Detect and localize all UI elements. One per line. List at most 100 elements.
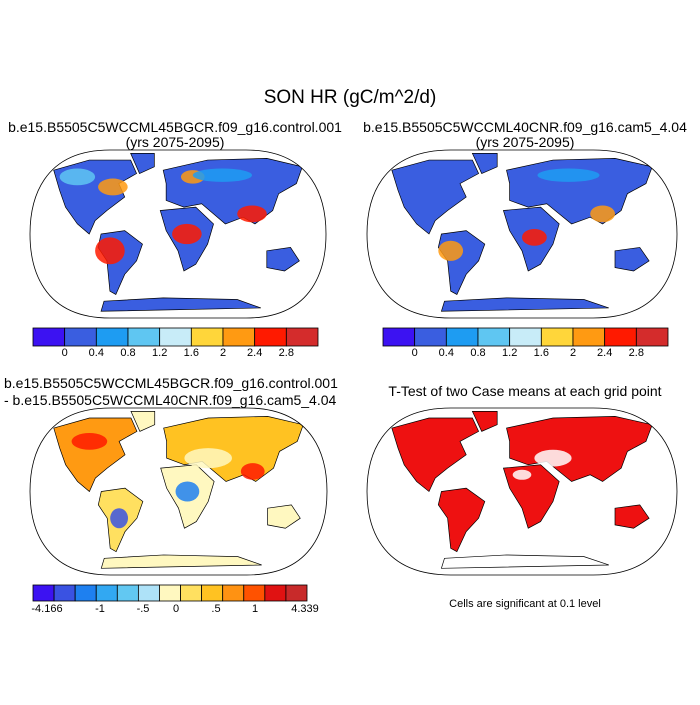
map xyxy=(367,150,677,318)
panel-title: (yrs 2075-2095) xyxy=(476,134,575,150)
colorbar-box xyxy=(540,327,574,347)
colorbar-box xyxy=(95,584,118,602)
colorbar-box xyxy=(137,584,160,602)
map-patch xyxy=(95,237,125,265)
colorbar-box xyxy=(285,584,308,602)
map-patch xyxy=(438,240,464,261)
colorbar-label: 1.6 xyxy=(534,347,549,359)
land xyxy=(440,297,609,312)
map-patch xyxy=(534,449,572,467)
panel-title: - b.e15.B5505C5WCCML40CNR.f09_g16.cam5_4… xyxy=(4,392,337,408)
colorbar-box xyxy=(116,584,139,602)
panel-title: b.e15.B5505C5WCCML40CNR.f09_g16.cam5_4.0… xyxy=(363,119,687,135)
land xyxy=(502,464,560,529)
colorbar-box xyxy=(222,327,256,347)
colorbar-label: 1.6 xyxy=(184,347,199,359)
colorbar-box xyxy=(53,584,76,602)
map-patch xyxy=(71,433,108,450)
map-outline xyxy=(366,149,678,319)
land xyxy=(130,153,155,174)
colorbar-label: 0 xyxy=(412,347,418,359)
map-patch xyxy=(240,463,265,480)
map-patch xyxy=(98,178,128,196)
colorbar-box xyxy=(159,584,181,602)
colorbar-box xyxy=(32,327,66,347)
colorbar-label: 2 xyxy=(570,347,576,359)
colorbar-box xyxy=(243,584,266,602)
colorbar-box xyxy=(285,327,319,347)
land xyxy=(100,297,261,312)
colorbar-box xyxy=(572,327,606,347)
colorbar-box xyxy=(222,584,245,602)
map-patch xyxy=(590,205,615,223)
map xyxy=(29,150,326,318)
colorbar-box xyxy=(64,327,97,347)
colorbar-label: .5 xyxy=(211,603,220,615)
colorbar-label: 0.4 xyxy=(89,347,104,359)
colorbar-box xyxy=(127,327,161,347)
panel-title: T-Test of two Case means at each grid po… xyxy=(388,383,661,399)
map-patch xyxy=(522,228,547,246)
map-patch xyxy=(175,481,200,502)
colorbar-box xyxy=(95,327,129,347)
colorbar-box xyxy=(445,327,479,347)
colorbar-box xyxy=(477,327,511,347)
land xyxy=(614,504,650,529)
map-patch xyxy=(237,205,267,223)
colorbar-label: 0 xyxy=(173,603,179,615)
colorbar-label: 1 xyxy=(252,603,258,615)
colorbar-box xyxy=(264,584,287,602)
colorbar-label: 0.4 xyxy=(439,347,454,359)
map-patch xyxy=(512,469,532,480)
colorbar-label: 0.8 xyxy=(120,347,135,359)
panel-note: Cells are significant at 0.1 level xyxy=(449,598,601,610)
colorbar-label: 2.8 xyxy=(279,347,294,359)
colorbar-label: 4.339 xyxy=(291,603,319,615)
land xyxy=(266,247,300,272)
map-patch xyxy=(192,168,252,182)
map-patch xyxy=(110,508,129,529)
colorbar-label: -1 xyxy=(95,603,105,615)
map xyxy=(367,408,677,575)
land xyxy=(391,417,480,493)
map-patch xyxy=(59,168,96,186)
colorbar-box xyxy=(254,327,287,347)
colorbar-box xyxy=(414,327,447,347)
colorbar-box xyxy=(180,584,203,602)
panel-title: (yrs 2075-2095) xyxy=(126,134,225,150)
colorbar-label: 2.4 xyxy=(597,347,612,359)
map-patch xyxy=(537,168,600,182)
colorbar-label: 2.4 xyxy=(247,347,262,359)
colorbar-box xyxy=(74,584,97,602)
land xyxy=(53,417,138,493)
land xyxy=(391,159,480,235)
colorbar-label: 2 xyxy=(220,347,226,359)
colorbar-box xyxy=(201,584,224,602)
colorbar-label: 0.8 xyxy=(470,347,485,359)
map-patch xyxy=(184,448,232,469)
map xyxy=(30,408,327,575)
land xyxy=(437,487,486,553)
panel-title: b.e15.B5505C5WCCML45BGCR.f09_g16.control… xyxy=(4,375,338,391)
colorbar-box xyxy=(32,584,55,602)
figure-title: SON HR (gC/m^2/d) xyxy=(264,87,437,108)
land xyxy=(267,504,301,529)
colorbar-box xyxy=(159,327,192,347)
colorbar-box xyxy=(382,327,416,347)
land xyxy=(130,410,156,432)
map-patch xyxy=(172,223,202,245)
colorbar-box xyxy=(604,327,637,347)
map-outline xyxy=(366,407,678,576)
colorbar-label: 1.2 xyxy=(152,347,167,359)
land xyxy=(471,153,498,174)
colorbar-box xyxy=(509,327,542,347)
colorbar-label: -.5 xyxy=(137,603,150,615)
colorbar-label: 0 xyxy=(62,347,68,359)
panel-title: b.e15.B5505C5WCCML45BGCR.f09_g16.control… xyxy=(8,119,342,135)
colorbar-label: -4.166 xyxy=(31,603,62,615)
land xyxy=(614,247,650,272)
map-outline xyxy=(29,149,327,319)
colorbar-label: 2.8 xyxy=(629,347,644,359)
